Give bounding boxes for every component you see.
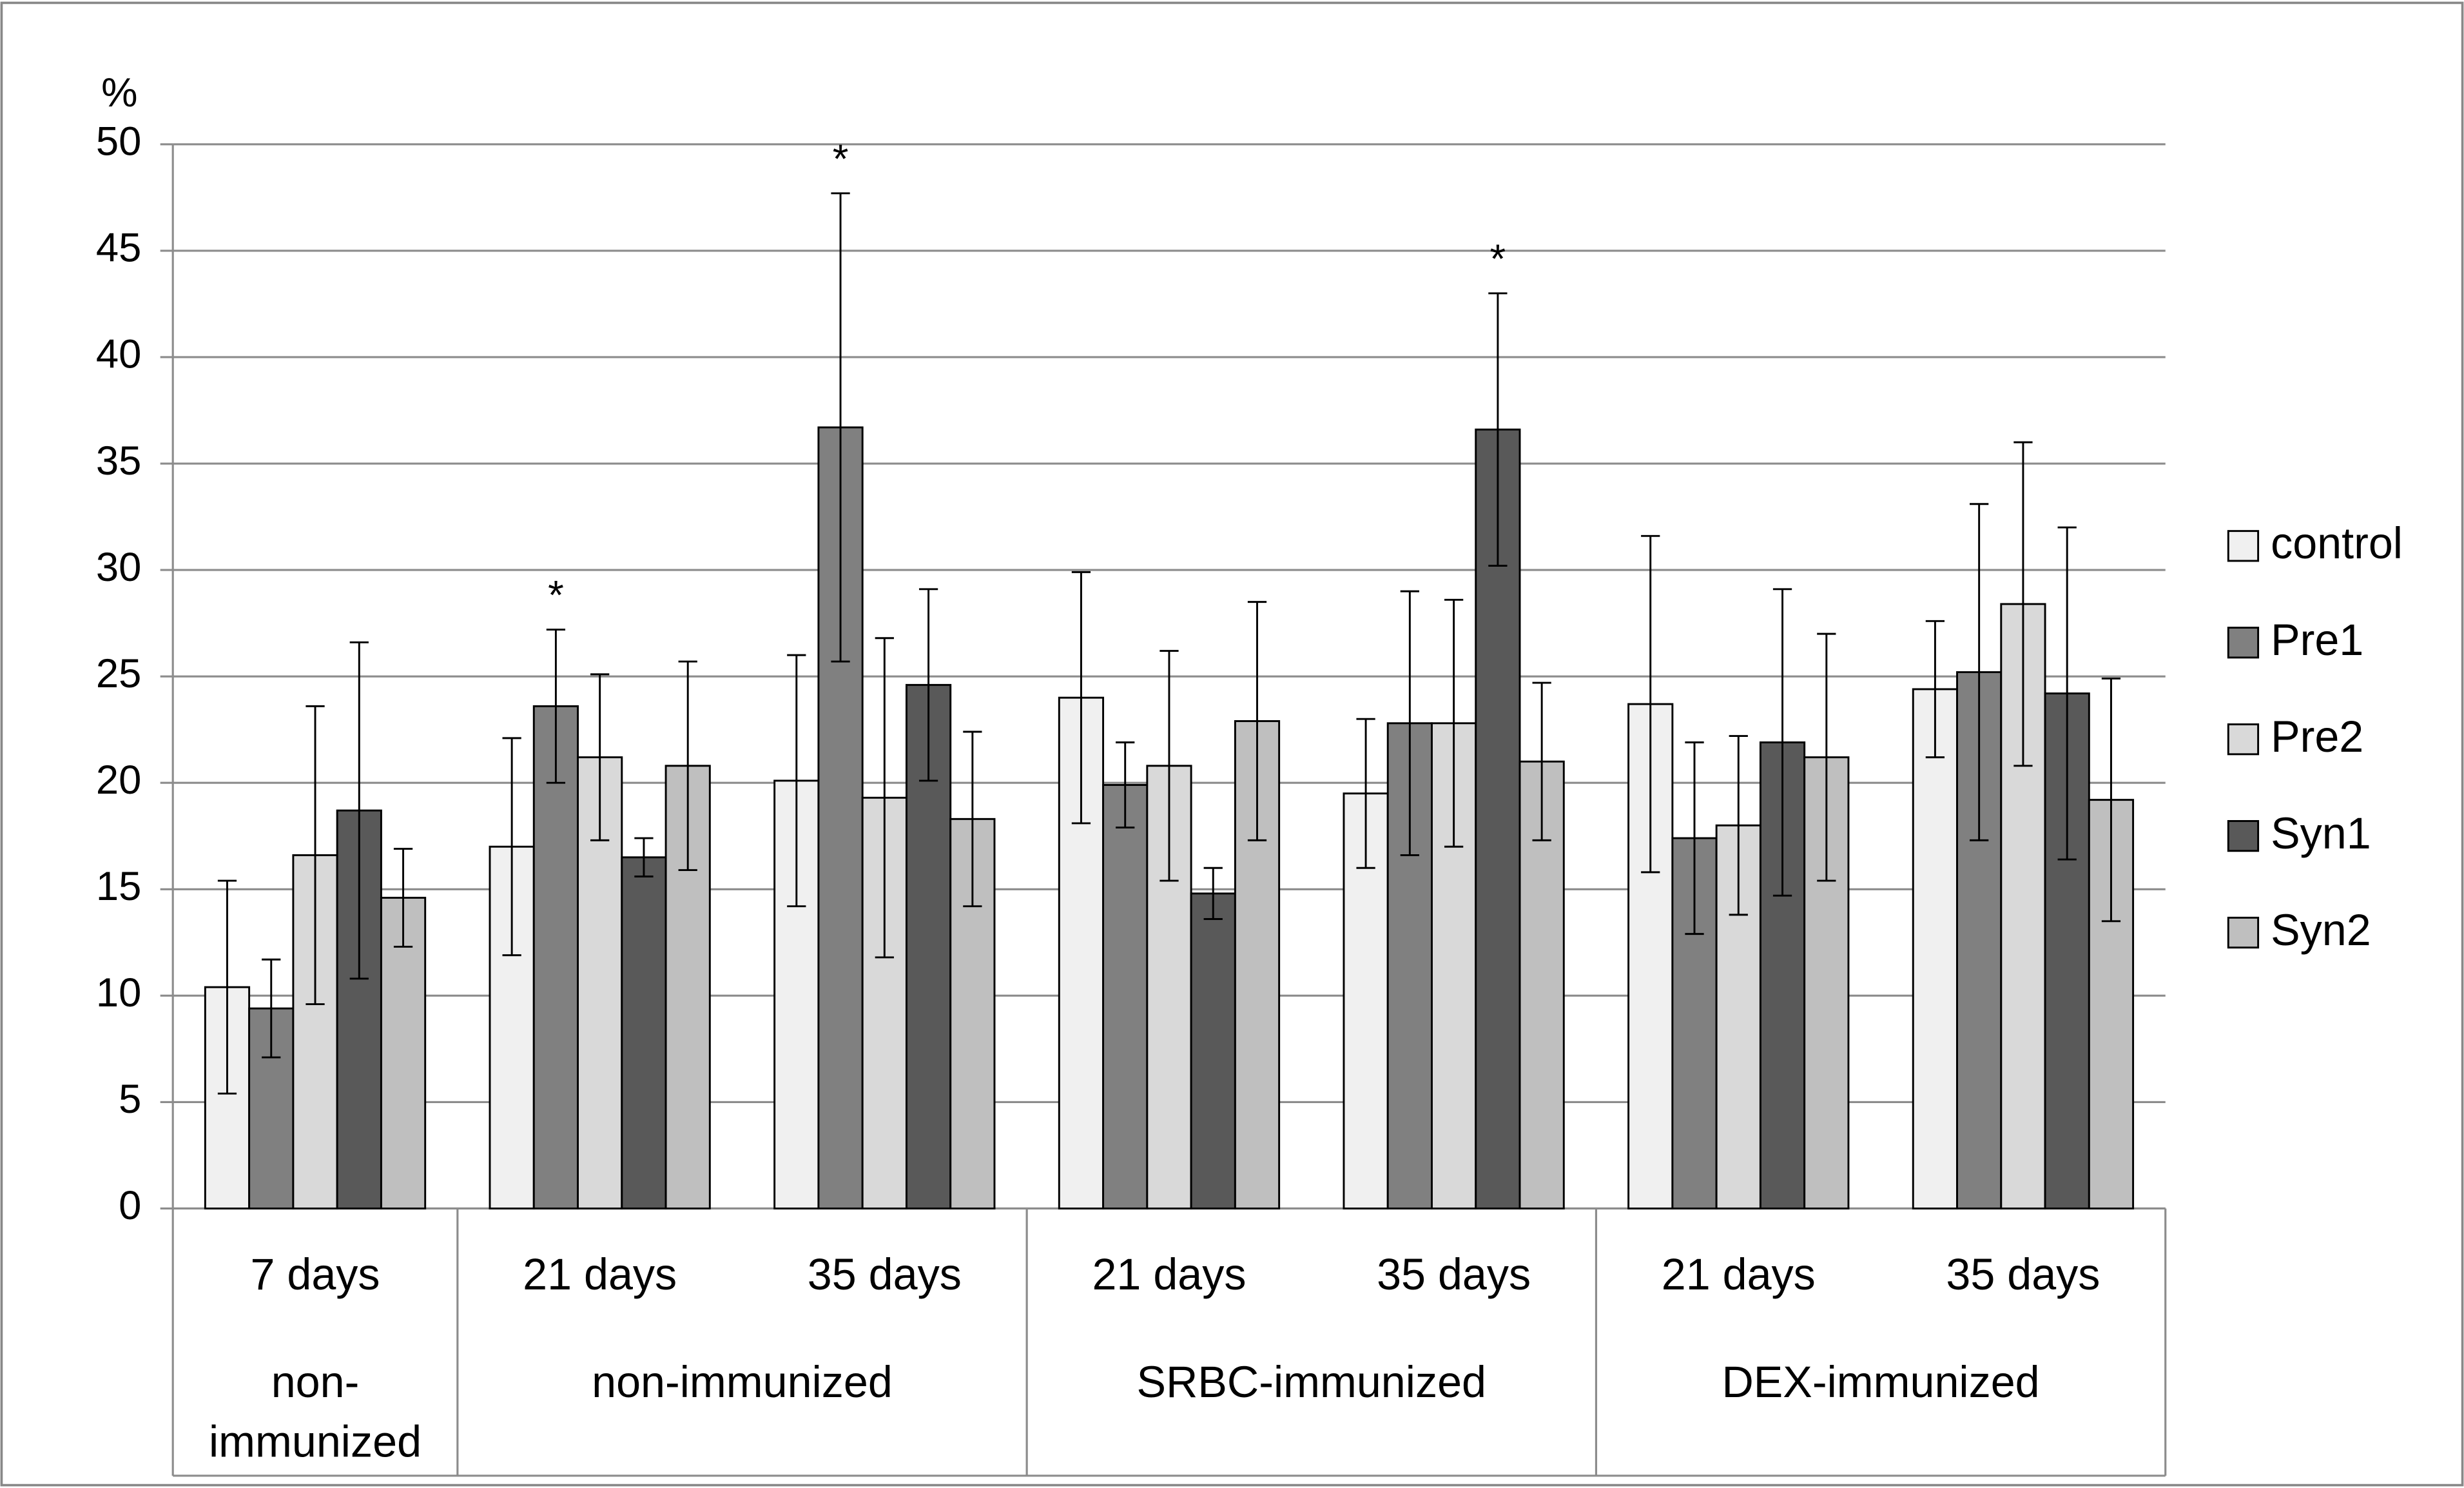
bar [621, 856, 667, 1209]
group-label: DEX-immunized [1722, 1358, 2040, 1407]
bar [532, 705, 579, 1209]
y-tick-label: 10 [96, 970, 142, 1015]
legend-swatch [2227, 627, 2260, 659]
x-tick-label: 21 days [1662, 1250, 1816, 1299]
x-tick-label: 35 days [1946, 1250, 2100, 1299]
error-bar [1970, 503, 1989, 841]
legend-label: control [2271, 519, 2403, 568]
legend-swatch [2227, 820, 2260, 852]
error-bar [502, 737, 521, 957]
error-bar [918, 588, 938, 782]
bar [1912, 688, 1958, 1209]
error-bar [2057, 526, 2077, 861]
error-bar [590, 673, 610, 841]
error-bar [634, 837, 654, 877]
group-label: SRBC-immunized [1136, 1358, 1487, 1407]
error-bar [1071, 571, 1091, 825]
error-bar [1532, 681, 1551, 841]
legend-swatch [2227, 723, 2260, 756]
error-bar [678, 660, 697, 872]
error-bar [1641, 534, 1660, 874]
error-bar [1772, 588, 1792, 897]
group-label-box: SRBC-immunized [1136, 1358, 1487, 1407]
legend-label: Syn2 [2271, 906, 2371, 955]
significance-marker: * [548, 573, 564, 618]
error-bar [1356, 718, 1375, 869]
y-tick-label: 20 [96, 758, 142, 803]
error-bar [1488, 292, 1508, 567]
error-bar [831, 192, 850, 663]
bar [380, 897, 427, 1209]
y-tick-label: 50 [96, 119, 142, 164]
error-bar [546, 629, 566, 784]
error-bar [393, 848, 413, 948]
legend-label: Pre1 [2271, 616, 2363, 665]
error-bar [1685, 741, 1704, 935]
legend-label: Syn1 [2271, 809, 2371, 858]
y-tick-label: 15 [96, 864, 142, 909]
y-tick-label: 30 [96, 545, 142, 590]
error-bar [963, 730, 982, 908]
error-bar [787, 654, 806, 908]
x-tick-label: 21 days [523, 1250, 677, 1299]
error-bar [1729, 735, 1748, 916]
error-bar [306, 705, 325, 1006]
error-bar [1400, 590, 1419, 856]
error-bar [1116, 741, 1135, 829]
x-tick-label: 35 days [808, 1250, 962, 1299]
y-tick-label: 35 [96, 438, 142, 484]
legend-swatch [2227, 916, 2260, 949]
group-label: non-immunized [592, 1358, 893, 1407]
error-bar [1444, 598, 1464, 848]
bar [1102, 784, 1149, 1209]
group-label-box: non-immunized [208, 1358, 422, 1467]
group-label: non-immunized [208, 1358, 422, 1467]
error-bar [875, 637, 894, 959]
y-axis-label: % [101, 70, 137, 115]
error-bar [1925, 620, 1945, 759]
error-bar [349, 641, 369, 980]
significance-marker: * [1490, 237, 1506, 282]
y-tick-label: 40 [96, 332, 142, 377]
x-tick-label: 35 days [1377, 1250, 1531, 1299]
error-bar [262, 958, 281, 1059]
group-label-box: DEX-immunized [1722, 1358, 2040, 1407]
error-bar [1247, 601, 1267, 841]
error-bar [1159, 650, 1179, 882]
x-tick-label: 7 days [250, 1250, 380, 1299]
legend-label: Pre2 [2271, 712, 2363, 761]
significance-marker: * [833, 137, 849, 182]
x-tick-label: 21 days [1092, 1250, 1246, 1299]
y-tick-label: 45 [96, 226, 142, 271]
error-bar [2013, 441, 2033, 767]
group-label-box: non-immunized [592, 1358, 893, 1407]
y-tick-label: 0 [119, 1183, 141, 1228]
error-bar [1817, 632, 1836, 882]
error-bar [1203, 866, 1223, 920]
y-tick-label: 5 [119, 1077, 141, 1122]
bar [1190, 892, 1236, 1209]
error-bar [217, 879, 237, 1095]
error-bar [2101, 677, 2121, 923]
legend-swatch [2227, 530, 2260, 562]
y-tick-label: 25 [96, 651, 142, 696]
